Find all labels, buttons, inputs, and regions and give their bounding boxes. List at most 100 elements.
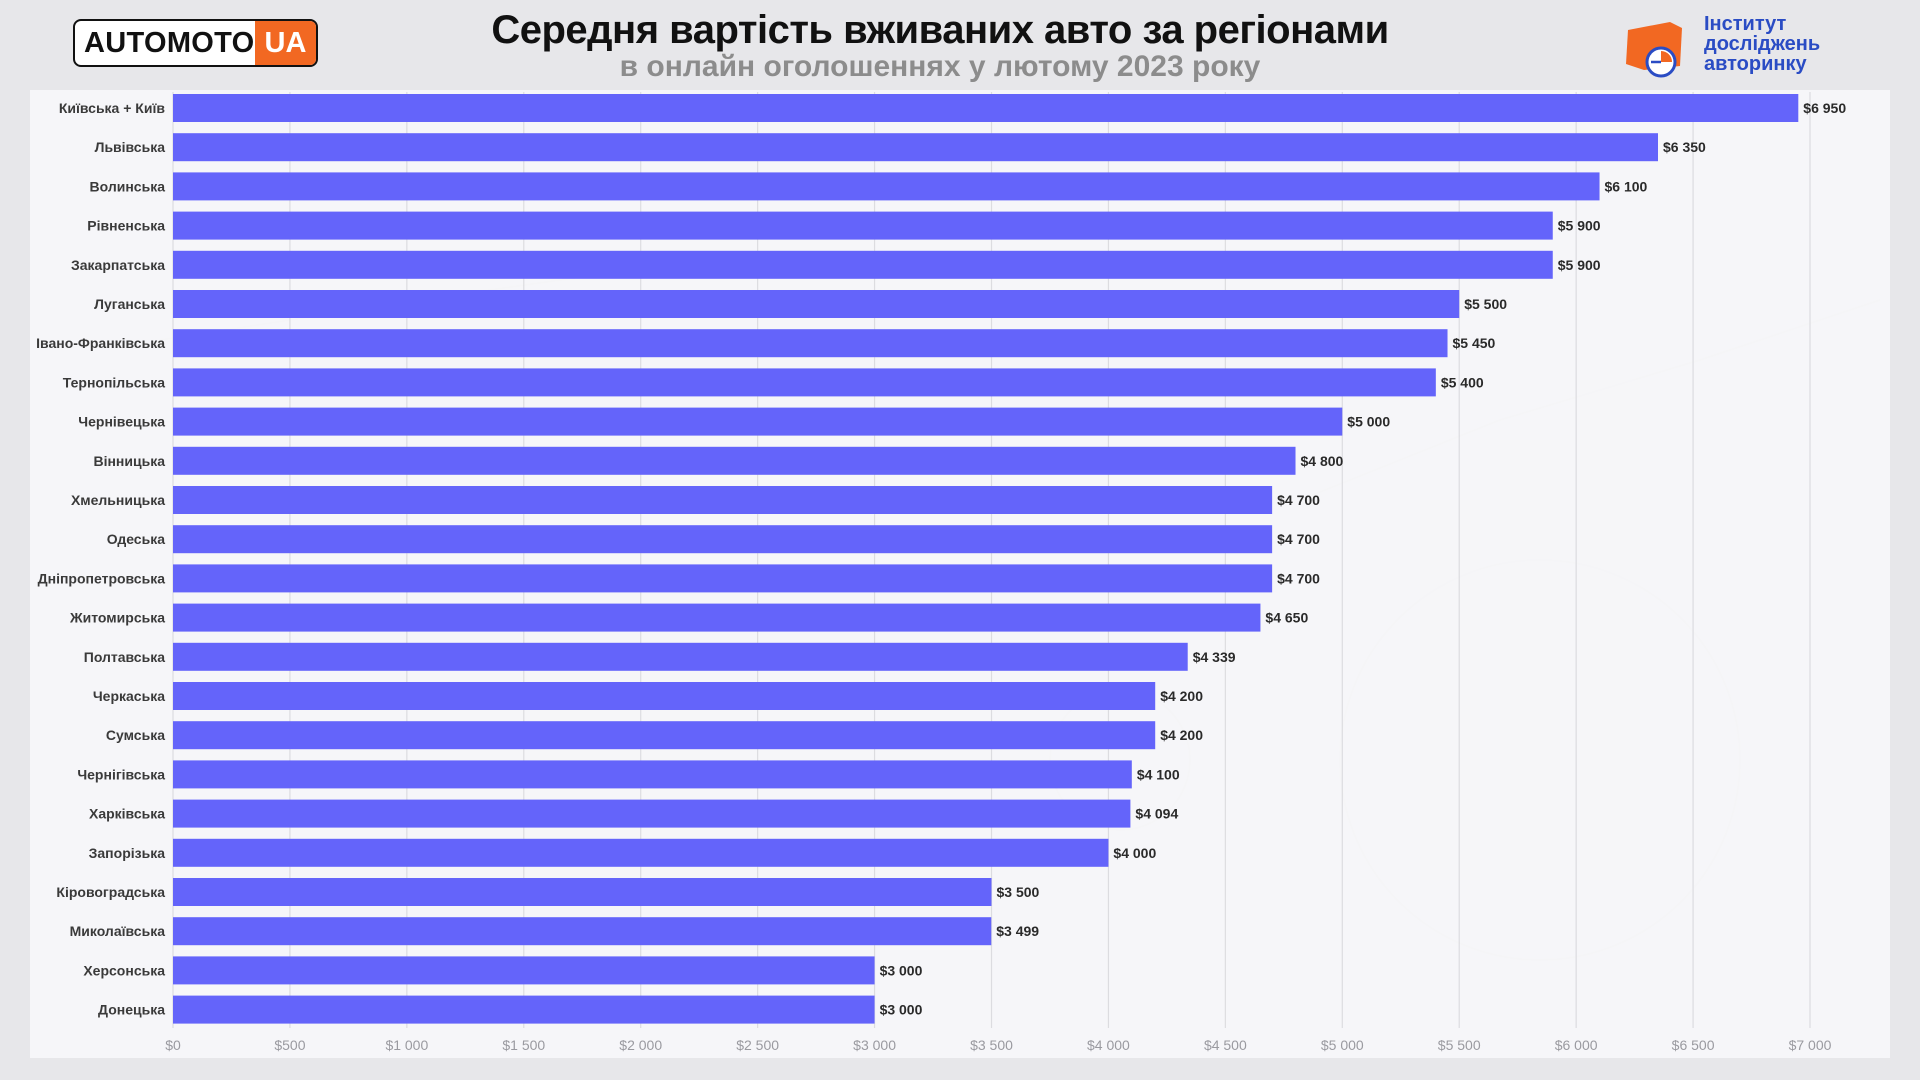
bar [173,995,875,1024]
category-label: Донецька [98,1002,165,1018]
category-label: Волинська [90,178,166,194]
value-label: $5 400 [1441,374,1484,390]
bar [173,564,1273,593]
x-tick-label: $4 000 [1087,1037,1130,1053]
logo-left-word: AUTOMOTO [84,26,255,59]
value-labels: $6 950 $6 350 $6 100 $5 900 $5 900 $5 500 $5 4… [880,100,1847,1018]
category-label: Чернівецька [78,414,165,430]
institute-logo-text: Інститут досліджень авторинку [1704,14,1820,74]
value-label: $5 000 [1347,414,1390,430]
category-label: Рівненська [87,218,165,234]
x-tick-label: $1 500 [502,1037,545,1053]
institute-logo-line-3: авторинку [1704,53,1807,75]
bar [173,290,1460,318]
x-tick-label: $0 [165,1037,181,1053]
x-axis-tick-labels: $0 $500 $1 000 $1 500 $2 000 $2 500 $3 000 $3 5… [165,1037,1831,1053]
bar [173,446,1296,475]
category-label: Кіровоградська [56,884,165,900]
category-label: Вінницька [93,453,165,469]
value-label: $5 450 [1453,335,1496,351]
x-tick-label: $6 000 [1555,1037,1598,1053]
x-tick-label: $3 500 [970,1037,1013,1053]
x-tick-label: $5 000 [1321,1037,1364,1053]
category-label: Харківська [89,806,165,822]
value-label: $5 500 [1464,296,1507,312]
value-label: $6 950 [1803,100,1846,116]
institute-logo: Інститут досліджень авторинку [1624,12,1844,82]
automoto-ua-logo: AUTOMOTO UA [73,19,318,67]
bar [173,250,1553,279]
value-label: $5 900 [1558,257,1601,273]
category-label: Дніпропетровська [38,570,166,586]
value-label: $3 500 [997,884,1040,900]
gridlines [172,92,1811,1028]
bar [173,642,1188,671]
chart-subtitle: в онлайн оголошеннях у лютому 2023 року [619,50,1261,83]
bars [173,94,1799,1024]
category-label: Черкаська [93,688,165,704]
bar [173,486,1273,514]
value-label: $3 000 [880,962,923,978]
value-label: $4 700 [1277,531,1320,547]
category-label: Чернігівська [77,766,165,782]
x-tick-label: $4 500 [1204,1037,1247,1053]
x-tick-label: $5 500 [1438,1037,1481,1053]
title-block: Середня вартість вживаних авто за регіон… [0,6,1880,84]
bar [173,211,1553,240]
category-label: Київська + Київ [59,100,166,116]
category-label: Луганська [94,296,165,312]
bar [173,878,992,906]
bar [173,329,1448,358]
bar [173,760,1132,789]
category-label: Одеська [107,531,165,547]
bar [173,368,1436,397]
institute-logo-icon [1626,22,1682,78]
x-tick-label: $2 000 [619,1037,662,1053]
bar [173,956,875,985]
bar [173,94,1799,122]
value-label: $4 200 [1160,688,1203,704]
bar [173,682,1156,710]
value-label: $3 000 [880,1002,923,1018]
value-label: $4 650 [1265,610,1308,626]
category-label: Житомирська [69,610,165,626]
bar [173,603,1261,632]
category-label: Запорізька [89,845,166,861]
value-label: $4 000 [1113,845,1156,861]
bar [173,407,1343,436]
chart-title: Середня вартість вживаних авто за регіон… [491,8,1389,52]
bar [173,721,1156,750]
bar [173,133,1658,162]
category-label: Херсонська [83,962,165,978]
x-tick-label: $6 500 [1672,1037,1715,1053]
value-label: $6 350 [1663,139,1706,155]
x-tick-label: $1 000 [385,1037,428,1053]
logo-left-accent: UA [255,21,316,65]
bar [173,838,1109,867]
x-tick-label: $500 [274,1037,305,1053]
x-tick-label: $3 000 [853,1037,896,1053]
value-label: $4 339 [1193,649,1236,665]
value-label: $5 900 [1558,218,1601,234]
category-label: Миколаївська [70,923,166,939]
bar [173,799,1131,828]
value-label: $4 100 [1137,766,1180,782]
category-label: Хмельницька [71,492,165,508]
category-label: Львівська [95,139,166,155]
value-label: $4 700 [1277,492,1320,508]
value-label: $4 094 [1135,806,1178,822]
value-label: $4 200 [1160,727,1203,743]
bar [173,525,1273,554]
institute-logo-line-2: досліджень [1704,33,1821,55]
category-label: Полтавська [84,649,165,665]
category-label: Івано-Франківська [36,335,165,351]
x-tick-label: $2 500 [736,1037,779,1053]
category-label: Сумська [106,727,165,743]
x-tick-label: $7 000 [1789,1037,1832,1053]
value-label: $4 700 [1277,570,1320,586]
value-label: $3 499 [996,923,1039,939]
category-labels: Київська + Київ Львівська Волинська Рівненс… [36,100,165,1018]
category-label: Тернопільська [63,374,165,390]
value-label: $4 800 [1301,453,1344,469]
